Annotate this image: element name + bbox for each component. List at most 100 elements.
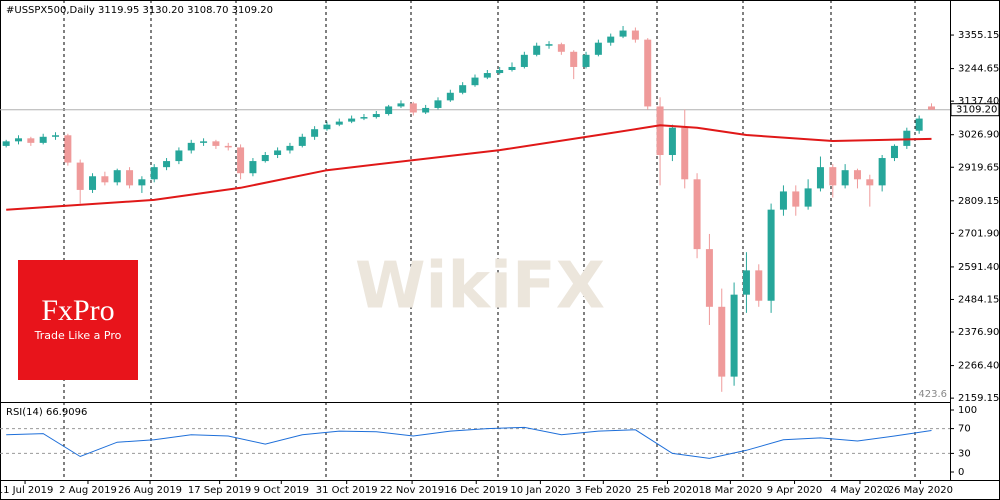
y-tick-label: 3026.90 <box>958 130 999 141</box>
y-tick-label: 3355.15 <box>958 30 999 41</box>
rsi-line <box>6 426 932 459</box>
candle-body <box>212 141 220 146</box>
rsi-label: RSI(14) 66.9096 <box>6 407 87 418</box>
candle-body <box>508 66 516 71</box>
candle-body <box>496 70 504 74</box>
candle-body <box>681 127 689 180</box>
x-tick-label: 9 Apr 2020 <box>767 485 822 496</box>
candle-body <box>483 73 491 78</box>
candle-body <box>829 167 837 186</box>
rsi-tick-label: 70 <box>958 424 971 435</box>
candle-body <box>175 150 183 162</box>
annotation: 423.6 <box>918 389 947 400</box>
candle-body <box>644 39 652 107</box>
candle-body <box>126 170 134 186</box>
candle-body <box>385 106 393 115</box>
x-tick-label: 2 Aug 2019 <box>59 485 117 496</box>
candle-body <box>101 176 109 183</box>
candle-body <box>903 130 911 146</box>
x-tick-label: 26 Aug 2019 <box>118 485 182 496</box>
y-tick-label: 2484.15 <box>958 294 999 305</box>
candle-body <box>113 170 121 183</box>
moving-average <box>6 124 932 211</box>
y-tick-label: 2809.15 <box>958 196 999 207</box>
x-tick-label: 26 May 2020 <box>888 485 953 496</box>
rsi-tick-label: 100 <box>958 405 977 416</box>
candle-body <box>755 270 763 301</box>
candle-body <box>841 170 849 186</box>
candle-body <box>471 77 479 86</box>
candle-body <box>619 30 627 37</box>
candle-body <box>718 306 726 377</box>
candle-body <box>545 44 553 46</box>
candle-body <box>224 145 232 148</box>
candle-body <box>520 54 528 67</box>
rsi-tick-label: 0 <box>958 467 964 478</box>
y-tick-label: 3244.65 <box>958 64 999 75</box>
candle-body <box>607 36 615 43</box>
candle-body <box>409 103 417 113</box>
candle-body <box>89 176 97 190</box>
logo-box <box>18 260 138 380</box>
candle-body <box>767 209 775 301</box>
x-tick-label: 4 May 2020 <box>831 485 890 496</box>
candle-body <box>742 270 750 295</box>
candle-body <box>348 118 356 122</box>
x-tick-label: 22 Nov 2019 <box>380 485 444 496</box>
month-separators <box>63 0 916 480</box>
logo-name: FxPro <box>41 294 114 327</box>
x-tick-label: 16 Dec 2019 <box>444 485 508 496</box>
y-tick-label: 2701.90 <box>958 228 999 239</box>
candle-body <box>878 158 886 186</box>
candle-body <box>360 117 368 119</box>
candle-body <box>422 107 430 113</box>
y-tick-label: 2919.65 <box>958 162 999 173</box>
candle-body <box>150 167 158 180</box>
candle-body <box>163 161 171 168</box>
candle-body <box>705 249 713 307</box>
candle-body <box>434 100 442 108</box>
candle-body <box>779 191 787 210</box>
candle-body <box>656 106 664 156</box>
y-tick-label: 2266.40 <box>958 361 999 372</box>
candle-body <box>76 162 84 190</box>
candle-body <box>915 118 923 131</box>
x-tick-label: 17 Sep 2019 <box>188 485 251 496</box>
logo-tagline: Trade Like a Pro <box>34 329 122 342</box>
candle-body <box>446 92 454 101</box>
candle-body <box>200 141 208 143</box>
candle-body <box>372 114 380 118</box>
candle-body <box>261 155 269 162</box>
candle-body <box>804 188 812 207</box>
candle-body <box>187 142 195 151</box>
x-tick-label: 18 Mar 2020 <box>699 485 762 496</box>
candle-body <box>730 294 738 377</box>
x-tick-label: 3 Feb 2020 <box>575 485 631 496</box>
x-tick-label: 10 Jan 2020 <box>510 485 570 496</box>
candle-body <box>459 85 467 93</box>
candle-body <box>853 170 861 180</box>
candle-body <box>27 138 35 143</box>
chart-title: #USSPX500,Daily 3119.95 3130.20 3108.70 … <box>6 5 273 16</box>
candle-body <box>397 103 405 107</box>
candle-body <box>866 179 874 186</box>
candle-body <box>693 179 701 250</box>
candle-body <box>582 54 590 67</box>
candle-body <box>816 167 824 189</box>
rsi-tick-label: 30 <box>958 448 971 459</box>
x-tick-label: 31 Oct 2019 <box>316 485 378 496</box>
candle-body <box>286 145 294 151</box>
candle-body <box>2 141 10 146</box>
current-price-box <box>950 103 1000 117</box>
current-price-label: 3109.20 <box>956 105 997 116</box>
candle-body <box>39 136 47 143</box>
candle-body <box>335 121 343 125</box>
candle-body <box>64 135 72 163</box>
candle-body <box>668 127 676 156</box>
candle-body <box>533 45 541 55</box>
candle-body <box>274 150 282 156</box>
candle-body <box>594 42 602 55</box>
candle-body <box>927 106 935 110</box>
y-tick-label: 3137.40 <box>958 96 999 107</box>
